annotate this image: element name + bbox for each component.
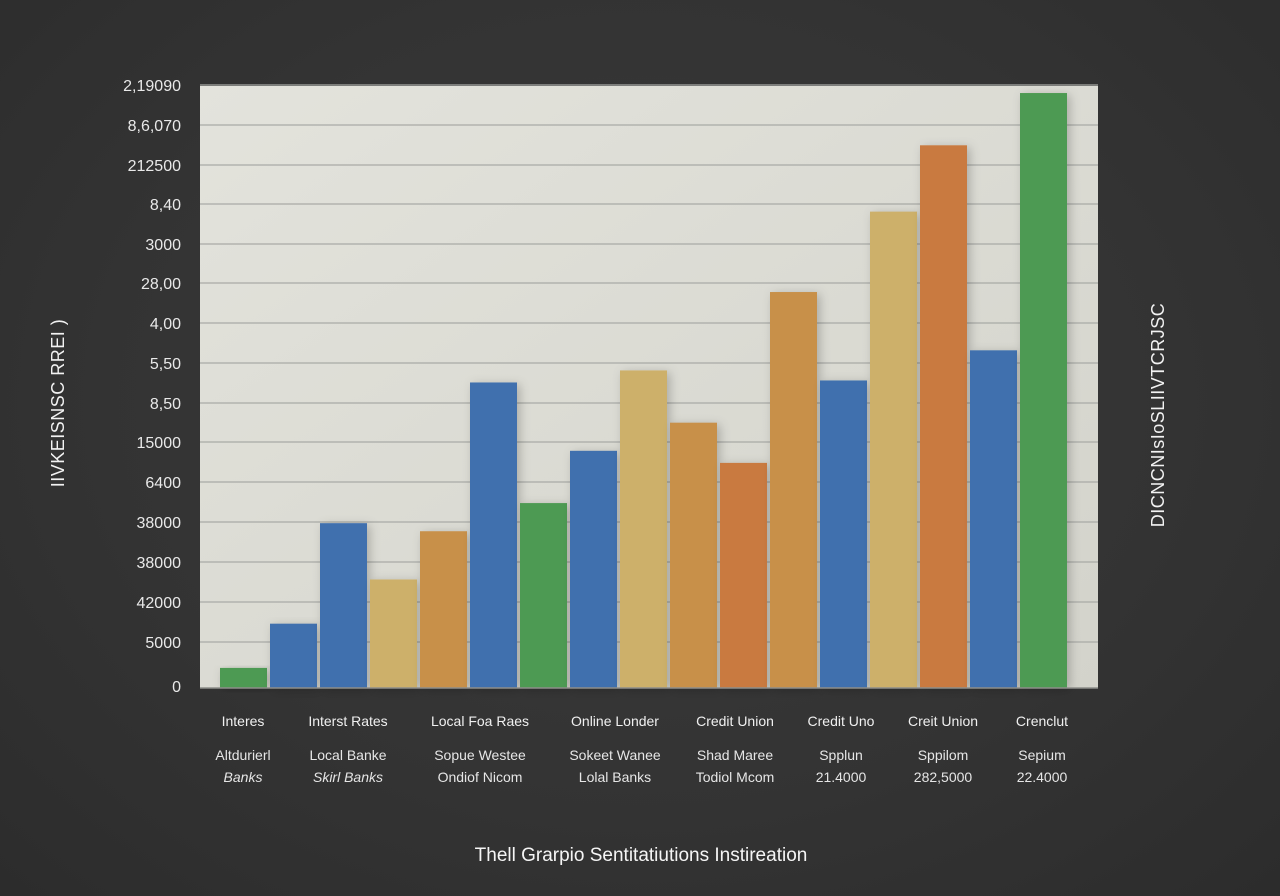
- bar: [870, 211, 917, 688]
- bar: [320, 523, 367, 688]
- chart-title: Thell Grarpio Sentitatiutions Instireati…: [475, 845, 808, 866]
- bar: [420, 531, 467, 688]
- y-tick-label: 0: [172, 679, 181, 696]
- y-tick-label: 8,6,070: [128, 118, 181, 135]
- bar: [970, 350, 1017, 688]
- bar: [370, 579, 417, 688]
- bar: [720, 462, 767, 688]
- x-label-line1: Local Foa Raes: [431, 713, 529, 729]
- bar: [1020, 93, 1067, 689]
- y-tick-label: 6400: [145, 475, 181, 492]
- x-label-line1: Creit Union: [908, 713, 978, 729]
- x-label-line1: Credit Uno: [808, 713, 875, 729]
- bar: [570, 450, 617, 688]
- x-label-line2: Sppilom: [918, 747, 969, 763]
- x-label-line2: Spplun: [819, 747, 863, 763]
- bars: [200, 93, 1098, 689]
- y-tick-label: 8,50: [150, 396, 181, 413]
- bar: [820, 380, 867, 688]
- x-label-line3: Skirl Banks: [313, 769, 383, 785]
- y-tick-label: 2,19090: [123, 78, 181, 95]
- x-label-line3: Todiol Mcom: [696, 769, 775, 785]
- x-label-line3: 282,5000: [914, 769, 973, 785]
- y-tick-label: 5000: [145, 635, 181, 652]
- bar: [670, 422, 717, 688]
- x-label-line2: Sopue Westee: [434, 747, 526, 763]
- x-label-line1: Crenclut: [1016, 713, 1068, 729]
- x-label-line2: Sokeet Wanee: [569, 747, 661, 763]
- x-label-line1: Credit Union: [696, 713, 774, 729]
- x-label-line1: Interst Rates: [308, 713, 387, 729]
- bar: [470, 382, 517, 688]
- x-label-line3: Banks: [224, 769, 263, 785]
- bar: [520, 503, 567, 688]
- bar: [770, 292, 817, 688]
- x-label-line2: Shad Maree: [697, 747, 773, 763]
- x-label-line1: Interes: [222, 713, 265, 729]
- x-label-line3: 22.4000: [1017, 769, 1068, 785]
- x-label-line2: Sepium: [1018, 747, 1065, 763]
- y-tick-label: 4,00: [150, 316, 181, 333]
- y-tick-label: 38000: [137, 555, 182, 572]
- x-label-line2: Altdurierl: [215, 747, 270, 763]
- x-label-line3: Lolal Banks: [579, 769, 651, 785]
- y-tick-label: 38000: [137, 515, 182, 532]
- y-tick-label: 15000: [137, 435, 182, 452]
- x-label-line1: Online Londer: [571, 713, 659, 729]
- y-tick-label: 212500: [128, 158, 181, 175]
- y-tick-label: 3000: [145, 237, 181, 254]
- x-label-line2: Local Banke: [309, 747, 386, 763]
- bar: [620, 370, 667, 688]
- y-tick-label: 8,40: [150, 197, 181, 214]
- y-axis-title: IIVKEISNSC RREI ): [48, 319, 68, 488]
- x-axis-labels: Interes Altdurierl Banks Interst Rates Local…: [215, 713, 1068, 785]
- secondary-axis-title: DICNCNIsIoSLIIVTCRJSC: [1148, 303, 1168, 528]
- x-label-line3: Ondiof Nicom: [438, 769, 523, 785]
- y-tick-label: 28,00: [141, 276, 181, 293]
- y-tick-label: 42000: [137, 595, 182, 612]
- y-axis-ticks: 0 5000 42000 38000 38000 6400 15000 8,50 5,50 4,0…: [123, 78, 181, 696]
- bar: [920, 145, 967, 689]
- bar: [270, 623, 317, 688]
- x-label-line3: 21.4000: [816, 769, 867, 785]
- y-tick-label: 5,50: [150, 356, 181, 373]
- bar: [220, 667, 267, 688]
